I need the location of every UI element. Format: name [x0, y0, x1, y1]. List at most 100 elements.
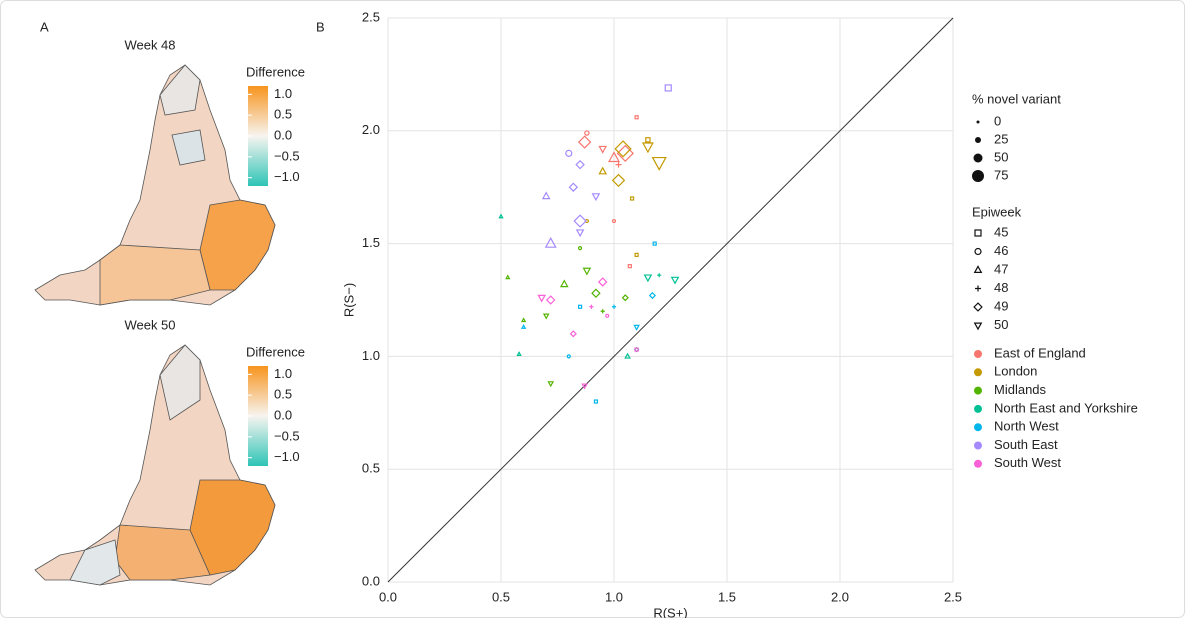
point [645, 137, 651, 143]
point [547, 381, 555, 388]
point [593, 399, 599, 404]
point [605, 313, 610, 318]
y-tick-label: 1.0 [362, 348, 380, 363]
point [568, 182, 579, 192]
legend-shape-key [973, 322, 983, 331]
point [559, 279, 569, 288]
legend-shape-key [973, 265, 983, 273]
point [577, 246, 583, 251]
point [624, 352, 631, 359]
y-tick-label: 1.5 [362, 235, 380, 250]
legend-color-key [974, 350, 982, 358]
legend-label: North East and Yorkshire [994, 400, 1138, 415]
legend-label: 50 [994, 149, 1008, 164]
point [648, 291, 656, 300]
point [641, 142, 654, 154]
point [597, 277, 608, 287]
point [541, 191, 551, 200]
colorbar-tick-label: −0.5 [274, 428, 300, 443]
point [616, 144, 634, 163]
region [159, 64, 201, 116]
legend-label: South East [994, 437, 1058, 452]
point [591, 288, 601, 298]
point [608, 151, 620, 163]
legend-size-key [972, 170, 984, 182]
legend-label: 50 [994, 317, 1008, 332]
colorbar-tick-label: 0.5 [274, 387, 292, 402]
legend-label: 75 [994, 167, 1008, 182]
point [584, 130, 590, 136]
legend-shape-key [974, 229, 982, 237]
point [544, 236, 557, 248]
identity-line [387, 17, 954, 583]
x-tick-label: 1.5 [718, 589, 736, 604]
colorbar-tick-label: −0.5 [274, 148, 300, 163]
point [664, 84, 672, 92]
legend-title: Epiweek [972, 204, 1022, 219]
region [159, 344, 201, 421]
legend-label: 47 [994, 261, 1008, 276]
point [577, 304, 583, 309]
point [520, 317, 527, 323]
legend-size-key [976, 120, 980, 124]
legend-title: Difference [246, 344, 305, 359]
legend-label: 45 [994, 224, 1008, 239]
legend-label: London [994, 364, 1037, 379]
map-title: Week 50 [124, 317, 175, 332]
colorbar-tick-label: 1.0 [274, 86, 292, 101]
colorbar-tick-label: 0.5 [274, 107, 292, 122]
legend-label: 49 [994, 298, 1008, 313]
point [629, 196, 635, 201]
region [69, 539, 121, 586]
point [627, 264, 632, 269]
point [582, 267, 592, 276]
point [575, 159, 585, 170]
point [652, 241, 657, 246]
legend-size-key [973, 153, 983, 163]
point [545, 295, 556, 305]
point [565, 149, 573, 157]
region [171, 129, 206, 166]
point [598, 166, 608, 175]
colorbar-tick-label: 1.0 [274, 366, 292, 381]
x-tick-label: 0.5 [492, 589, 510, 604]
legend-shape-key [975, 285, 981, 292]
point [621, 294, 629, 302]
legend-color-key [974, 386, 982, 395]
point [634, 347, 639, 352]
point [577, 135, 592, 149]
legend-label: 46 [994, 243, 1008, 258]
legend-label: Midlands [994, 382, 1047, 397]
legend-size-key [975, 137, 981, 143]
point [575, 229, 585, 238]
legend-title: % novel variant [972, 91, 1061, 106]
colorbar [248, 86, 268, 186]
point [634, 115, 639, 120]
legend-color-key [974, 368, 982, 377]
point [598, 145, 608, 154]
region [99, 244, 211, 306]
x-tick-label: 0.0 [379, 589, 397, 604]
legend-shape-key [974, 247, 982, 256]
legend-label: 0 [994, 113, 1001, 128]
legend-label: East of England [994, 345, 1086, 360]
point [614, 140, 632, 158]
map-title: Week 48 [124, 37, 175, 52]
point [600, 309, 605, 314]
point [569, 330, 577, 338]
panel-label: B [316, 19, 325, 34]
legend-title: Difference [246, 64, 305, 79]
point [505, 274, 511, 280]
y-axis-label: R(S−) [341, 283, 356, 317]
point [651, 156, 667, 171]
point [615, 161, 622, 168]
point [589, 304, 594, 309]
point [643, 274, 653, 283]
legend-color-key [974, 404, 982, 413]
colorbar-tick-label: 0.0 [274, 127, 292, 142]
point [611, 304, 617, 309]
point [657, 273, 662, 278]
legend-color-key [974, 441, 982, 450]
panel-label: A [40, 19, 49, 34]
x-tick-label: 2.0 [831, 589, 849, 604]
